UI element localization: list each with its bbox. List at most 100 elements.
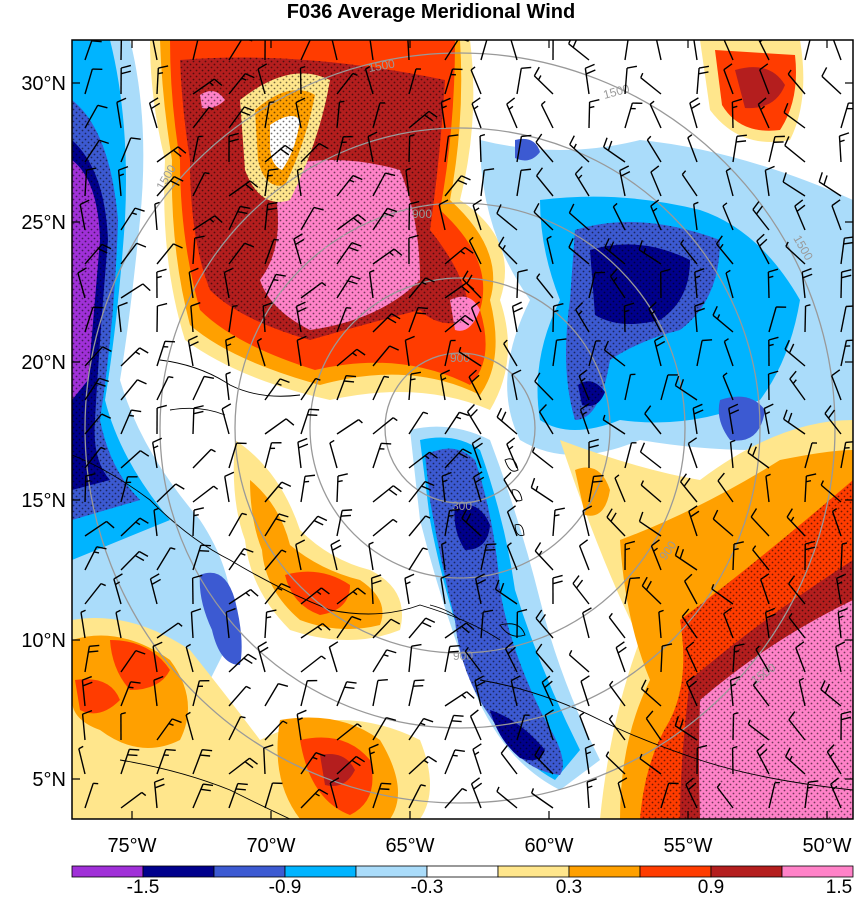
wind-barb [582,607,592,639]
wind-barb [840,710,852,741]
wind-barb [300,142,329,163]
wind-barb [788,711,806,741]
wind-barb [680,239,698,265]
wind-barb [372,618,401,639]
wind-barb [804,473,817,503]
latitude-label: 20°N [21,352,66,374]
wind-barb [228,782,248,809]
wind-barb [444,714,464,741]
wind-barb [149,573,161,605]
wind-barb [404,335,415,367]
wind-barb [372,716,397,741]
wind-barb [329,439,338,469]
wind-barb [660,374,678,401]
wind-barb [192,215,223,231]
wind-barb [408,617,436,639]
wind-barb [496,204,518,231]
wind-barb [578,369,590,401]
wind-barb [84,520,115,537]
wind-barb [835,641,846,673]
wind-barb [722,372,734,401]
wind-barb [264,682,289,707]
wind-barb [624,442,637,469]
wind-barb [156,65,169,95]
wind-barb [820,680,842,707]
wind-barb [588,474,604,503]
ring-label: 1500 [367,56,396,74]
wind-barb [444,749,465,775]
wind-barb [152,641,163,673]
wind-barb [192,448,216,469]
wind-barb [336,307,352,333]
wind-barb [256,337,266,367]
wind-barb [152,40,158,61]
wind-barb [187,335,199,367]
map-title: F036 Average Meridional Wind [286,1,576,23]
wind-barb [552,507,565,537]
wind-barb [804,540,816,571]
wind-barb [120,137,141,163]
wind-barb [120,207,145,231]
wind-barb [659,268,671,299]
wind-barb [408,200,420,231]
wind-barb [300,655,326,673]
wind-barb [640,72,662,95]
wind-barb [470,777,483,809]
wind-barb [192,507,204,537]
range-ring-3 [234,202,686,654]
wind-barb [336,72,358,95]
wind-barb [639,442,662,469]
wind-barb [530,477,554,503]
wind-barb [767,370,779,401]
wind-barb [725,269,734,299]
wind-barb [468,369,482,401]
wind-barb [120,649,146,673]
wind-barb [191,574,203,605]
wind-barb [336,374,357,401]
wind-barb [538,404,554,435]
wind-barb [711,583,734,605]
wind-barb [804,442,818,469]
wind-barb [264,101,275,129]
wind-barb [84,377,109,401]
wind-barb [660,643,673,673]
wind-barb [608,612,626,639]
wind-barb [645,710,662,741]
wind-barb [192,375,215,401]
wind-barb [768,306,787,333]
ne-positive-core [735,67,785,109]
longitude-axis: 75°W 70°W 65°W 60°W 55°W 50°W [107,40,852,857]
wind-barb [472,199,482,231]
wind-barb [756,743,770,775]
wind-barb [408,717,434,741]
wind-barb [569,135,590,163]
wind-barb [440,573,451,605]
wind-barb [568,238,590,265]
wind-barb [609,680,626,707]
wind-barb [190,302,201,333]
wind-barb [84,68,103,95]
wind-barb [264,273,286,299]
ne-negative-spot [515,138,540,161]
wind-barb [336,473,348,503]
wind-barb [609,268,626,299]
wind-barb [408,451,438,469]
wind-barb [696,339,713,367]
wind-barb [579,712,590,741]
wind-barb [685,641,698,673]
wind-barb [840,542,848,571]
wind-barb [444,134,459,163]
wind-barb [372,442,392,469]
wind-barb [648,301,662,333]
wind-barb [471,437,483,469]
wind-barb [156,718,182,741]
wind-barb [364,65,374,95]
colorbar-swatch [355,865,428,878]
wind-barb [372,313,401,333]
wind-barb [552,302,564,333]
wind-barb [658,609,664,639]
wind-barb [757,97,770,129]
wind-barb [120,409,142,435]
wind-barb [731,745,738,775]
wind-barb [788,575,806,605]
